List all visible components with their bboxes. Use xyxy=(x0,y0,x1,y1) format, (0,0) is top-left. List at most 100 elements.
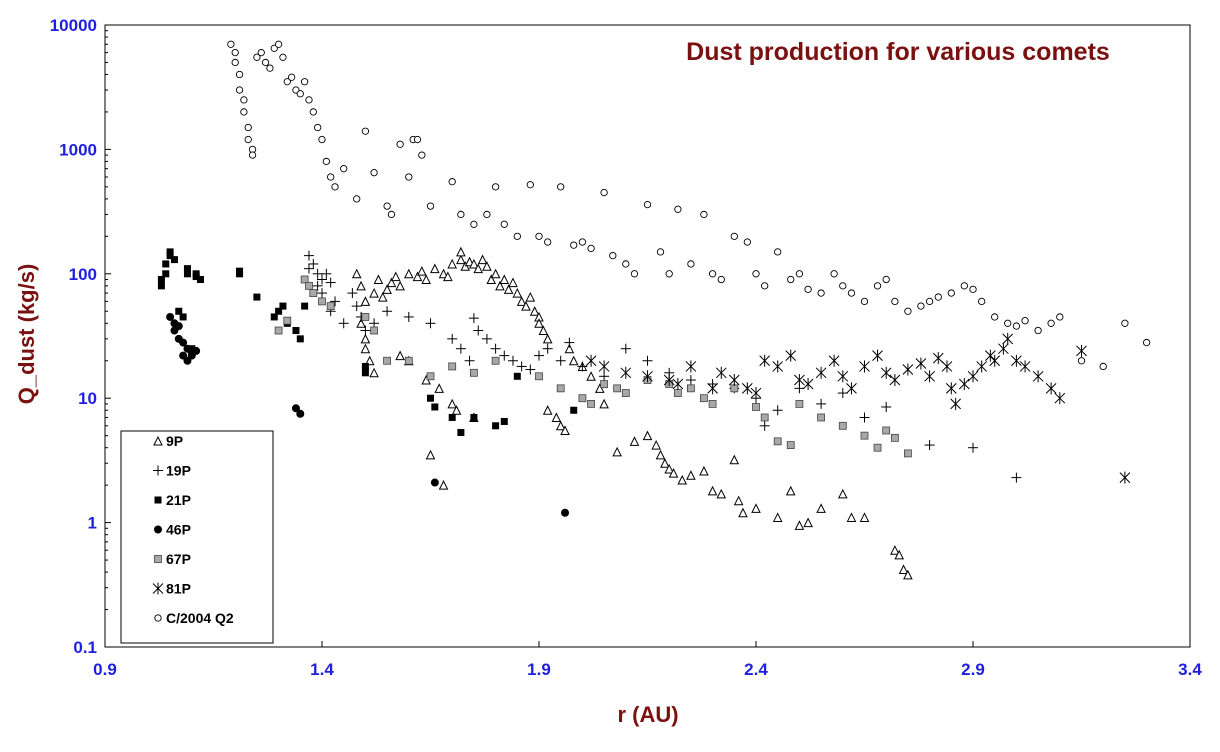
data-point xyxy=(1142,338,1151,347)
data-point xyxy=(656,248,665,256)
legend-box xyxy=(120,430,274,644)
data-point xyxy=(816,398,827,409)
data-point xyxy=(486,274,497,284)
data-point xyxy=(192,346,201,355)
data-point xyxy=(430,478,439,487)
data-point xyxy=(351,268,362,279)
data-point xyxy=(860,431,869,440)
data-point xyxy=(551,412,562,422)
data-point xyxy=(240,108,248,116)
series-46p xyxy=(166,312,570,517)
data-point xyxy=(599,371,610,382)
data-point xyxy=(303,250,314,261)
data-point xyxy=(356,318,366,328)
data-point xyxy=(872,349,883,362)
data-point xyxy=(296,90,304,98)
data-point xyxy=(759,354,771,367)
data-point xyxy=(1004,319,1012,327)
data-point xyxy=(469,368,478,377)
data-point xyxy=(859,512,870,522)
data-point xyxy=(881,401,892,412)
data-point xyxy=(903,569,913,580)
x-tick-label-2: 1.9 xyxy=(527,660,551,679)
legend: 9P 19P 21P 46P 67P 81P C/2004 Q2 xyxy=(120,430,274,644)
data-point xyxy=(700,394,708,403)
series-19p xyxy=(303,250,1022,483)
data-point xyxy=(516,361,527,372)
data-point xyxy=(1054,392,1066,405)
data-point xyxy=(564,343,575,354)
data-point xyxy=(244,123,252,132)
data-point xyxy=(1011,354,1022,367)
data-point xyxy=(873,282,882,290)
data-point xyxy=(707,485,718,496)
data-point xyxy=(535,232,543,241)
data-point xyxy=(894,549,905,560)
data-point xyxy=(477,254,488,265)
data-point xyxy=(1047,319,1055,327)
data-point xyxy=(958,378,970,391)
data-point xyxy=(560,425,570,435)
data-point xyxy=(361,369,369,377)
data-point xyxy=(468,313,479,324)
data-point xyxy=(613,384,622,393)
x-axis-label: r (AU) xyxy=(617,702,678,727)
data-point xyxy=(729,454,740,465)
data-point xyxy=(240,96,248,104)
data-point xyxy=(686,470,696,480)
data-point xyxy=(1012,322,1021,330)
data-point xyxy=(351,301,362,312)
data-point xyxy=(622,260,630,268)
data-point xyxy=(521,300,531,311)
data-point xyxy=(860,297,869,306)
legend-marker-4 xyxy=(154,555,162,563)
data-point xyxy=(859,412,870,423)
data-point xyxy=(976,360,988,373)
x-tick-label-0: 0.9 xyxy=(93,660,117,679)
data-point xyxy=(1121,319,1129,327)
legend-label-3: 46P xyxy=(166,522,191,538)
data-point xyxy=(317,288,327,299)
data-marks xyxy=(157,40,1151,580)
data-point xyxy=(1076,344,1087,357)
data-point xyxy=(839,282,847,290)
data-point xyxy=(196,275,204,283)
data-point xyxy=(529,306,540,316)
data-point xyxy=(620,343,631,354)
data-point xyxy=(989,354,1001,367)
data-point xyxy=(561,508,570,517)
data-point xyxy=(326,302,335,310)
data-point xyxy=(544,238,552,246)
data-point xyxy=(815,366,827,379)
data-point xyxy=(412,271,423,282)
data-point xyxy=(360,325,371,336)
data-point xyxy=(390,271,401,282)
data-point xyxy=(270,313,278,321)
data-point xyxy=(301,302,309,310)
data-point xyxy=(882,426,891,435)
data-point xyxy=(785,485,796,496)
data-point xyxy=(837,488,848,499)
data-point xyxy=(322,157,330,166)
data-point xyxy=(373,274,384,284)
x-tick-label-4: 2.9 xyxy=(961,660,985,679)
data-point xyxy=(499,350,510,361)
data-point xyxy=(500,417,508,425)
data-point xyxy=(924,370,935,383)
data-point xyxy=(448,362,457,371)
data-point xyxy=(600,380,608,388)
data-point xyxy=(274,40,283,48)
data-point xyxy=(291,404,300,413)
data-point xyxy=(717,275,725,284)
data-point xyxy=(309,289,318,297)
data-point xyxy=(347,288,358,299)
data-point xyxy=(715,366,727,379)
data-point xyxy=(587,244,595,253)
data-point xyxy=(794,520,805,530)
data-point xyxy=(370,169,378,177)
data-point xyxy=(612,446,622,457)
data-point xyxy=(880,366,892,379)
data-point xyxy=(674,205,682,213)
data-point xyxy=(244,135,252,144)
data-point xyxy=(508,277,518,288)
